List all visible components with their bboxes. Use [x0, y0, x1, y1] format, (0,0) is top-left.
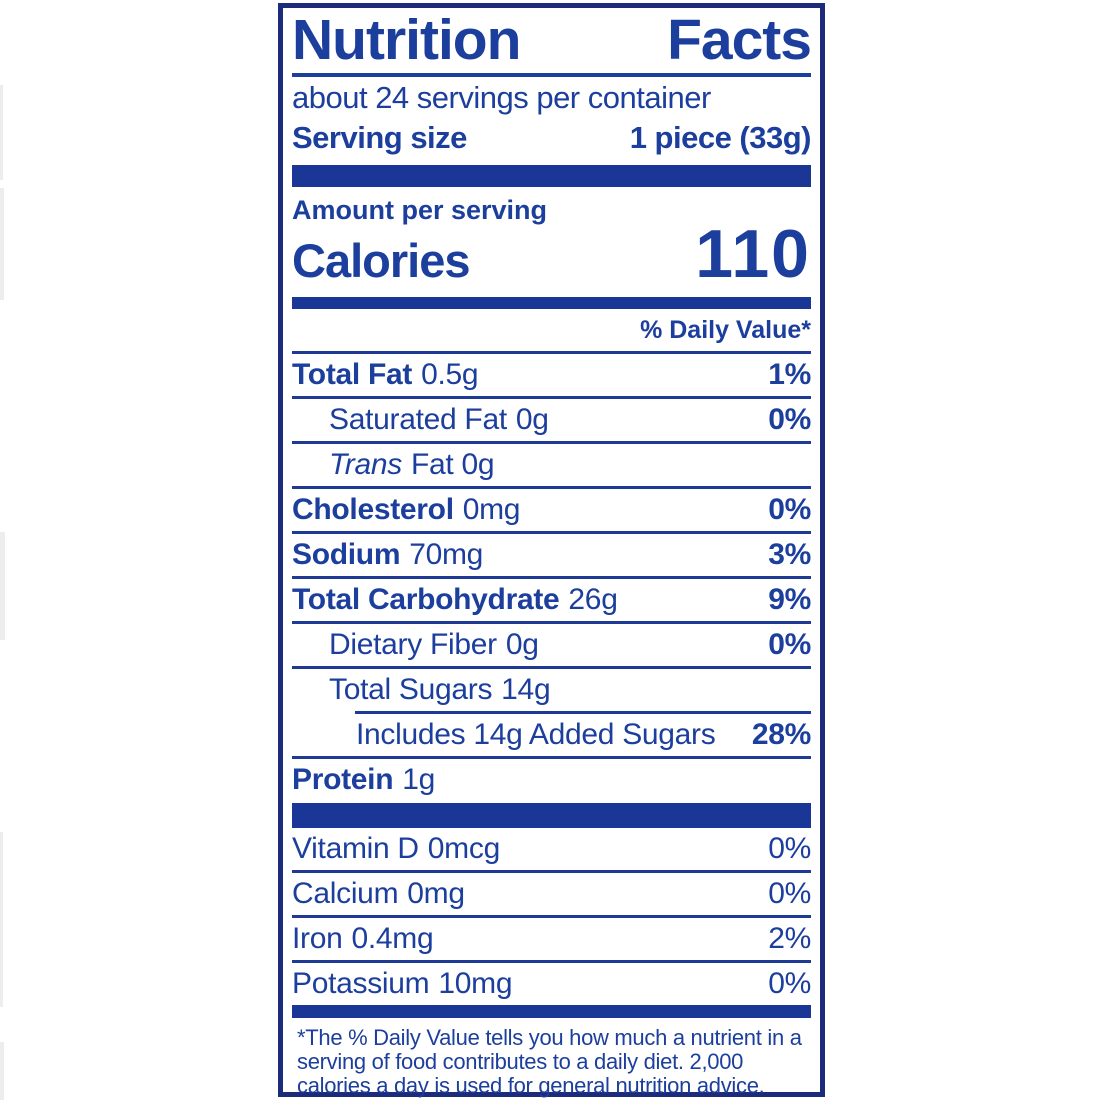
daily-value-footnote: *The % Daily Value tells you how much a …	[297, 1025, 802, 1098]
serving-size-row: Serving size 1 piece (33g)	[292, 119, 812, 165]
nutrient-name: Vitamin D	[292, 832, 419, 865]
nutrient-name: Potassium	[292, 967, 430, 1000]
indented-divider	[355, 711, 811, 714]
nutrient-name: Dietary Fiber	[329, 628, 497, 661]
nutrient-dv: 0%	[768, 628, 811, 661]
nutrient-amount: 10mg	[438, 967, 513, 1000]
photo-edge-artifact	[0, 85, 3, 180]
nutrient-amount: 0g	[515, 403, 549, 436]
thick-separator-bar	[292, 165, 811, 187]
photo-edge-artifact	[0, 1042, 4, 1100]
calories-value: 110	[695, 216, 811, 292]
nutrient-row-total-fat: Total Fat 0.5g 1%	[292, 351, 811, 396]
nutrient-row-iron: Iron 0.4mg 2%	[292, 915, 811, 960]
nutrient-name: Iron	[292, 922, 343, 955]
nutrient-name: Trans	[329, 448, 402, 481]
nutrient-dv: 3%	[768, 538, 811, 571]
nutrient-dv: 0%	[768, 877, 811, 910]
nutrient-dv: 0%	[768, 493, 811, 526]
nutrient-name: Total Fat	[292, 358, 413, 391]
amount-per-serving-label: Amount per serving	[292, 195, 548, 225]
nutrient-amount: 0mcg	[427, 832, 500, 865]
daily-value-header: % Daily Value*	[640, 316, 811, 344]
nutrient-amount: 26g	[568, 583, 618, 616]
nutrient-row-vitamin-d: Vitamin D 0mcg 0%	[292, 828, 811, 870]
nutrient-row-dietary-fiber: Dietary Fiber 0g 0%	[292, 621, 811, 666]
nutrient-amount: 0mg	[407, 877, 465, 910]
medium-separator-bar	[292, 297, 811, 309]
thick-separator-bar	[292, 803, 811, 828]
photo-edge-artifact	[0, 532, 5, 640]
thick-separator-bar	[292, 1005, 811, 1018]
nutrient-amount: Fat 0g	[410, 448, 495, 481]
nutrient-amount: 0g	[505, 628, 539, 661]
nutrient-amount: 70mg	[409, 538, 484, 571]
nutrient-amount: 0.5g	[421, 358, 479, 391]
nutrient-dv: 0%	[768, 403, 811, 436]
nutrient-name: Protein	[292, 763, 394, 796]
nutrient-name: Includes 14g Added Sugars	[356, 718, 716, 751]
nutrient-dv: 9%	[768, 583, 811, 616]
servings-per-container: about 24 servings per container	[292, 80, 711, 115]
serving-size-value: 1 piece (33g)	[629, 120, 812, 155]
photo-edge-artifact	[0, 188, 4, 300]
divider	[292, 73, 811, 77]
nutrient-name: Total Sugars	[329, 673, 493, 706]
nutrient-name: Total Carbohydrate	[292, 583, 560, 616]
nutrient-row-cholesterol: Cholesterol 0mg 0%	[292, 486, 811, 531]
nutrition-facts-panel: Nutrition Facts about 24 servings per co…	[278, 3, 825, 1098]
nutrient-amount: 14g	[501, 673, 551, 706]
nutrient-row-total-sugars: Total Sugars 14g	[292, 666, 811, 711]
nutrient-dv: 28%	[751, 718, 811, 751]
nutrient-row-calcium: Calcium 0mg 0%	[292, 870, 811, 915]
nutrient-row-total-carbohydrate: Total Carbohydrate 26g 9%	[292, 576, 811, 621]
nutrient-name: Calcium	[292, 877, 399, 910]
nutrient-dv: 1%	[768, 358, 811, 391]
nutrient-row-sodium: Sodium 70mg 3%	[292, 531, 811, 576]
photo-edge-artifact	[0, 832, 3, 1007]
serving-size-label: Serving size	[292, 120, 467, 155]
nutrient-dv: 0%	[768, 832, 811, 865]
nutrient-dv: 2%	[768, 922, 811, 955]
nutrient-dv: 0%	[768, 967, 811, 1000]
nutrient-row-trans-fat: Trans Fat 0g	[292, 441, 811, 486]
calories-row: Calories 110	[292, 216, 811, 292]
nutrient-row-saturated-fat: Saturated Fat 0g 0%	[292, 396, 811, 441]
nutrient-amount: 0mg	[462, 493, 521, 526]
nutrient-name: Sodium	[292, 538, 401, 571]
calories-label: Calories	[292, 234, 470, 287]
panel-title: Nutrition Facts	[292, 8, 812, 72]
nutrient-name: Cholesterol	[292, 493, 454, 526]
nutrient-name: Saturated Fat	[329, 403, 507, 436]
nutrient-amount: 1g	[402, 763, 436, 796]
nutrient-row-added-sugars: Includes 14g Added Sugars 28%	[292, 714, 811, 756]
nutrient-row-protein: Protein 1g	[292, 756, 811, 801]
nutrient-amount: 0.4mg	[351, 922, 434, 955]
nutrient-row-potassium: Potassium 10mg 0%	[292, 960, 811, 1005]
